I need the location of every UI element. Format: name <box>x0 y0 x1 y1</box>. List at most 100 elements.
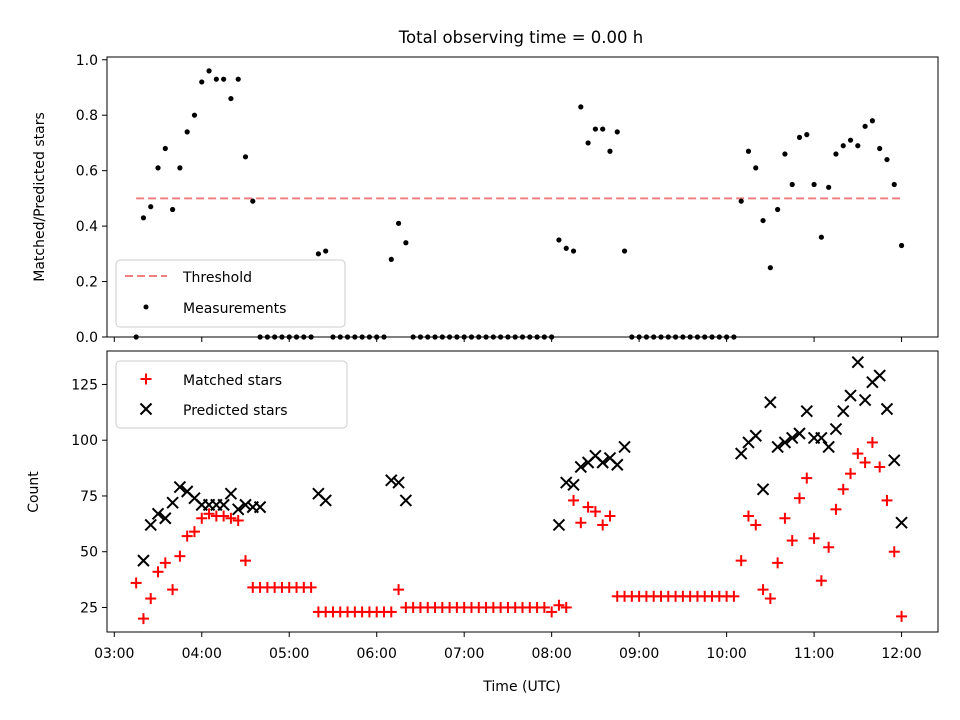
predicted-point-b <box>858 393 872 407</box>
matched-point <box>750 519 762 531</box>
top-y-tick-label: 1.0 <box>76 53 98 69</box>
predicted-point <box>888 454 901 467</box>
bottom-y-axis-label: Count <box>26 471 42 513</box>
predicted-point-b <box>618 440 631 454</box>
predicted-point-b <box>822 440 835 454</box>
measurement-point <box>607 148 613 154</box>
predicted-point <box>793 427 806 440</box>
predicted-point-b <box>815 431 828 445</box>
measurement-point <box>315 251 321 257</box>
bottom-axes-frame <box>106 350 939 633</box>
predicted-point-b <box>392 476 405 489</box>
matched-point <box>137 613 149 625</box>
predicted-point-b <box>873 369 886 382</box>
bottom-x-tick-label: 08:00 <box>531 646 571 662</box>
predicted-point <box>829 422 843 436</box>
matched-point <box>808 532 820 544</box>
matched-point <box>553 599 565 611</box>
matched-point <box>764 593 776 605</box>
matched-point <box>560 601 572 613</box>
predicted-point <box>560 476 573 489</box>
chart-title: Total observing time = 0.00 h <box>398 28 643 47</box>
predicted-point <box>137 554 150 567</box>
matched-point <box>837 483 849 495</box>
predicted-point <box>144 518 157 532</box>
predicted-point-b <box>603 451 617 465</box>
predicted-point <box>895 516 908 529</box>
bottom-x-tick-label: 12:00 <box>881 646 921 662</box>
predicted-point-b <box>829 422 843 436</box>
measurement-point <box>826 184 832 190</box>
matched-point <box>728 590 740 602</box>
predicted-point-b <box>567 478 580 492</box>
legend-matched-swatch <box>140 373 152 385</box>
predicted-point <box>837 405 850 418</box>
predicted-point-b <box>173 480 187 494</box>
measurement-point <box>621 248 628 254</box>
predicted-point-b <box>895 516 908 529</box>
bottom-y-tick-label: 125 <box>71 377 98 393</box>
legend-threshold-label: Threshold <box>182 270 252 286</box>
measurement-point <box>199 79 205 85</box>
measurement-point <box>869 118 875 124</box>
matched-point <box>866 436 878 448</box>
bottom-x-tick-label: 05:00 <box>269 646 309 662</box>
measurement-point <box>184 129 190 135</box>
legend-predicted-label: Predicted stars <box>183 403 288 419</box>
predicted-point-b <box>574 460 588 474</box>
bottom-x-tick-label: 03:00 <box>94 646 134 662</box>
top-panel: 0.0 0.2 0.4 0.6 0.8 1.0 Matched/Predicted sta… <box>32 53 939 346</box>
matched-point <box>742 510 754 522</box>
measurement-point <box>818 234 824 240</box>
bottom-x-tick-label: 10:00 <box>706 646 746 662</box>
measurement-point <box>891 181 897 188</box>
measurement-point <box>388 256 394 262</box>
measurement-point <box>250 198 256 204</box>
top-y-tick-label: 0.6 <box>76 164 98 180</box>
matched-point <box>779 512 791 524</box>
matched-point <box>575 517 587 529</box>
predicted-point-b <box>888 454 901 467</box>
measurement-point <box>578 104 584 110</box>
predicted-point <box>217 498 230 512</box>
predicted-point-b <box>188 491 201 505</box>
measurement-point <box>191 112 198 118</box>
matched-point <box>167 584 179 596</box>
measurement-point <box>585 140 591 146</box>
matched-point <box>597 519 609 531</box>
predicted-point <box>851 355 865 369</box>
predicted-point <box>873 369 886 382</box>
predicted-point-b <box>786 431 799 445</box>
legend-matched-label: Matched stars <box>183 373 282 389</box>
bottom-y-tick-label: 50 <box>80 545 98 561</box>
matched-point <box>188 526 200 538</box>
predicted-point-b <box>800 405 813 418</box>
predicted-point <box>749 429 762 442</box>
matched-point <box>130 577 142 589</box>
predicted-point-b <box>844 389 857 402</box>
predicted-point-b <box>749 429 762 442</box>
predicted-point-b <box>319 494 332 507</box>
predicted-point-b <box>793 427 806 440</box>
measurement-point <box>884 156 890 163</box>
matched-point <box>604 510 616 522</box>
bottom-x-tick-label: 11:00 <box>794 646 834 662</box>
predicted-point <box>618 440 631 454</box>
predicted-point <box>567 478 580 492</box>
predicted-point-b <box>756 483 770 496</box>
predicted-point <box>385 474 398 487</box>
predicted-point <box>858 393 872 407</box>
bottom-x-tick-label: 09:00 <box>619 646 659 662</box>
measurement-point <box>738 198 744 204</box>
measurement-point <box>235 76 241 82</box>
measurement-point <box>148 204 154 210</box>
predicted-point-b <box>232 503 245 516</box>
legend-plus-mark <box>140 373 152 385</box>
measurement-point <box>228 95 234 102</box>
predicted-point-b <box>180 485 194 498</box>
matched-point <box>393 584 405 596</box>
matched-point <box>852 448 864 460</box>
matched-point <box>794 492 805 504</box>
matched-point <box>830 503 842 515</box>
